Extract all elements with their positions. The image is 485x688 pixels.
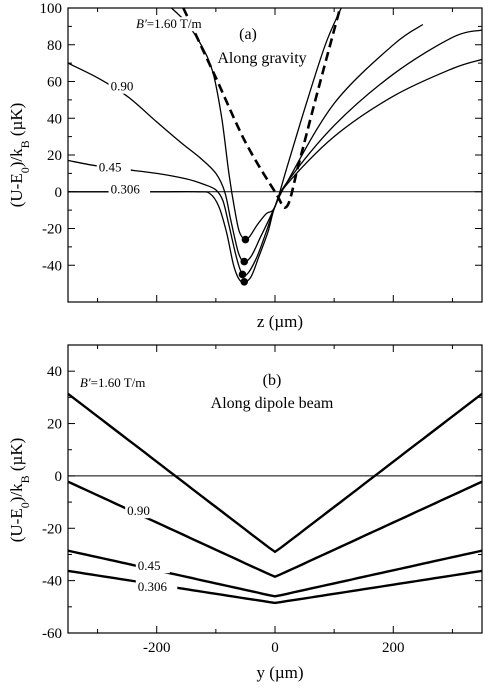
y-tick-label: 60: [47, 75, 62, 91]
panel-b-y-axis-label: (U-E0)/kB (µK): [7, 438, 32, 543]
curve-label: 0.90: [127, 503, 150, 518]
ylabel-part: (µK): [7, 103, 26, 141]
curve-label: B′=1.60 T/m: [136, 16, 202, 31]
y-tick-label: 20: [47, 148, 62, 164]
panel-a-curve-labels: B′=1.60 T/m 0.90 0.45 0.306: [96, 16, 219, 197]
y-tick-label: -20: [42, 521, 62, 537]
curve-label: 0.306: [111, 182, 141, 197]
x-tick-label: -200: [143, 640, 171, 656]
curve-label-bg: [108, 79, 143, 94]
minimum-point: [240, 277, 249, 286]
panel-b-x-ticks: -200 0 200: [97, 345, 453, 656]
curve-label-bg: [96, 160, 131, 175]
curve-label-bg: [108, 182, 151, 197]
x-tick-label: 200: [382, 640, 405, 656]
series-line: [68, 58, 482, 283]
curve-label: 0.306: [138, 579, 168, 594]
y-tick-label: 20: [47, 417, 62, 433]
y-tick-label: -40: [42, 258, 62, 274]
series-line: [68, 392, 482, 554]
y-tick-label: 0: [55, 185, 63, 201]
panel-a-y-axis-label: (U-E0)/kB (µK): [7, 103, 32, 208]
ylabel-sub: B: [18, 475, 32, 483]
panel-a-x-ticks: [97, 8, 453, 302]
panel-b-annotation: Along dipole beam: [211, 395, 334, 412]
panel-a-y-ticks: -40 -20 0 20 40 60 80 100: [40, 1, 482, 274]
ylabel-sub: 0: [18, 502, 32, 508]
ylabel-part: )/k: [7, 483, 26, 502]
x-tick-label: 0: [271, 640, 279, 656]
ylabel-sub: 0: [18, 167, 32, 173]
panel-b-curves: [68, 392, 482, 605]
y-tick-label: 40: [47, 111, 62, 127]
series-line-dashed: [182, 8, 342, 209]
ylabel-sub: B: [18, 140, 32, 148]
panel-a: -40 -20 0 20 40 60 80 100 B′=1.60 T/m 0.90 0.45 0.…: [7, 1, 483, 331]
curve-label-bg: [134, 17, 219, 32]
y-tick-label: 0: [55, 469, 63, 485]
panel-b-label: (b): [263, 372, 282, 389]
series-line: [68, 23, 424, 263]
y-tick-label: 100: [40, 1, 63, 17]
curve-label: 0.45: [99, 160, 122, 175]
panel-a-label: (a): [239, 26, 257, 43]
curve-label-bg: [135, 580, 178, 595]
minimum-point: [241, 235, 250, 244]
minimum-point: [240, 257, 249, 266]
y-tick-label: -40: [42, 574, 62, 590]
panel-a-minima: [238, 235, 250, 286]
y-tick-label: -60: [42, 626, 62, 642]
panel-a-annotation: Along gravity: [217, 50, 306, 67]
panel-a-x-axis-label: z (µm): [257, 312, 303, 331]
curve-label: B′=1.60 T/m: [80, 375, 146, 390]
minimum-point: [238, 270, 247, 279]
ylabel-part: (U-E: [7, 173, 26, 207]
panel-b-curve-labels: B′=1.60 T/m 0.90 0.45 0.306: [80, 375, 178, 595]
y-tick-label: -20: [42, 222, 62, 238]
y-tick-label: 80: [47, 38, 62, 54]
curve-label-bg: [135, 559, 170, 574]
ylabel-part: )/k: [7, 148, 26, 167]
ylabel-part: (U-E: [7, 508, 26, 542]
series-line: [68, 549, 482, 598]
panel-b-x-axis-label: y (µm): [256, 663, 303, 682]
y-tick-label: 40: [47, 364, 62, 380]
ylabel-part: (µK): [7, 438, 26, 476]
curve-label-bg: [125, 504, 160, 519]
curve-label: 0.90: [111, 79, 134, 94]
series-line: [68, 480, 482, 579]
curve-label: 0.45: [138, 558, 161, 573]
panel-b-y-ticks: -60 -40 -20 0 20 40: [42, 364, 482, 642]
